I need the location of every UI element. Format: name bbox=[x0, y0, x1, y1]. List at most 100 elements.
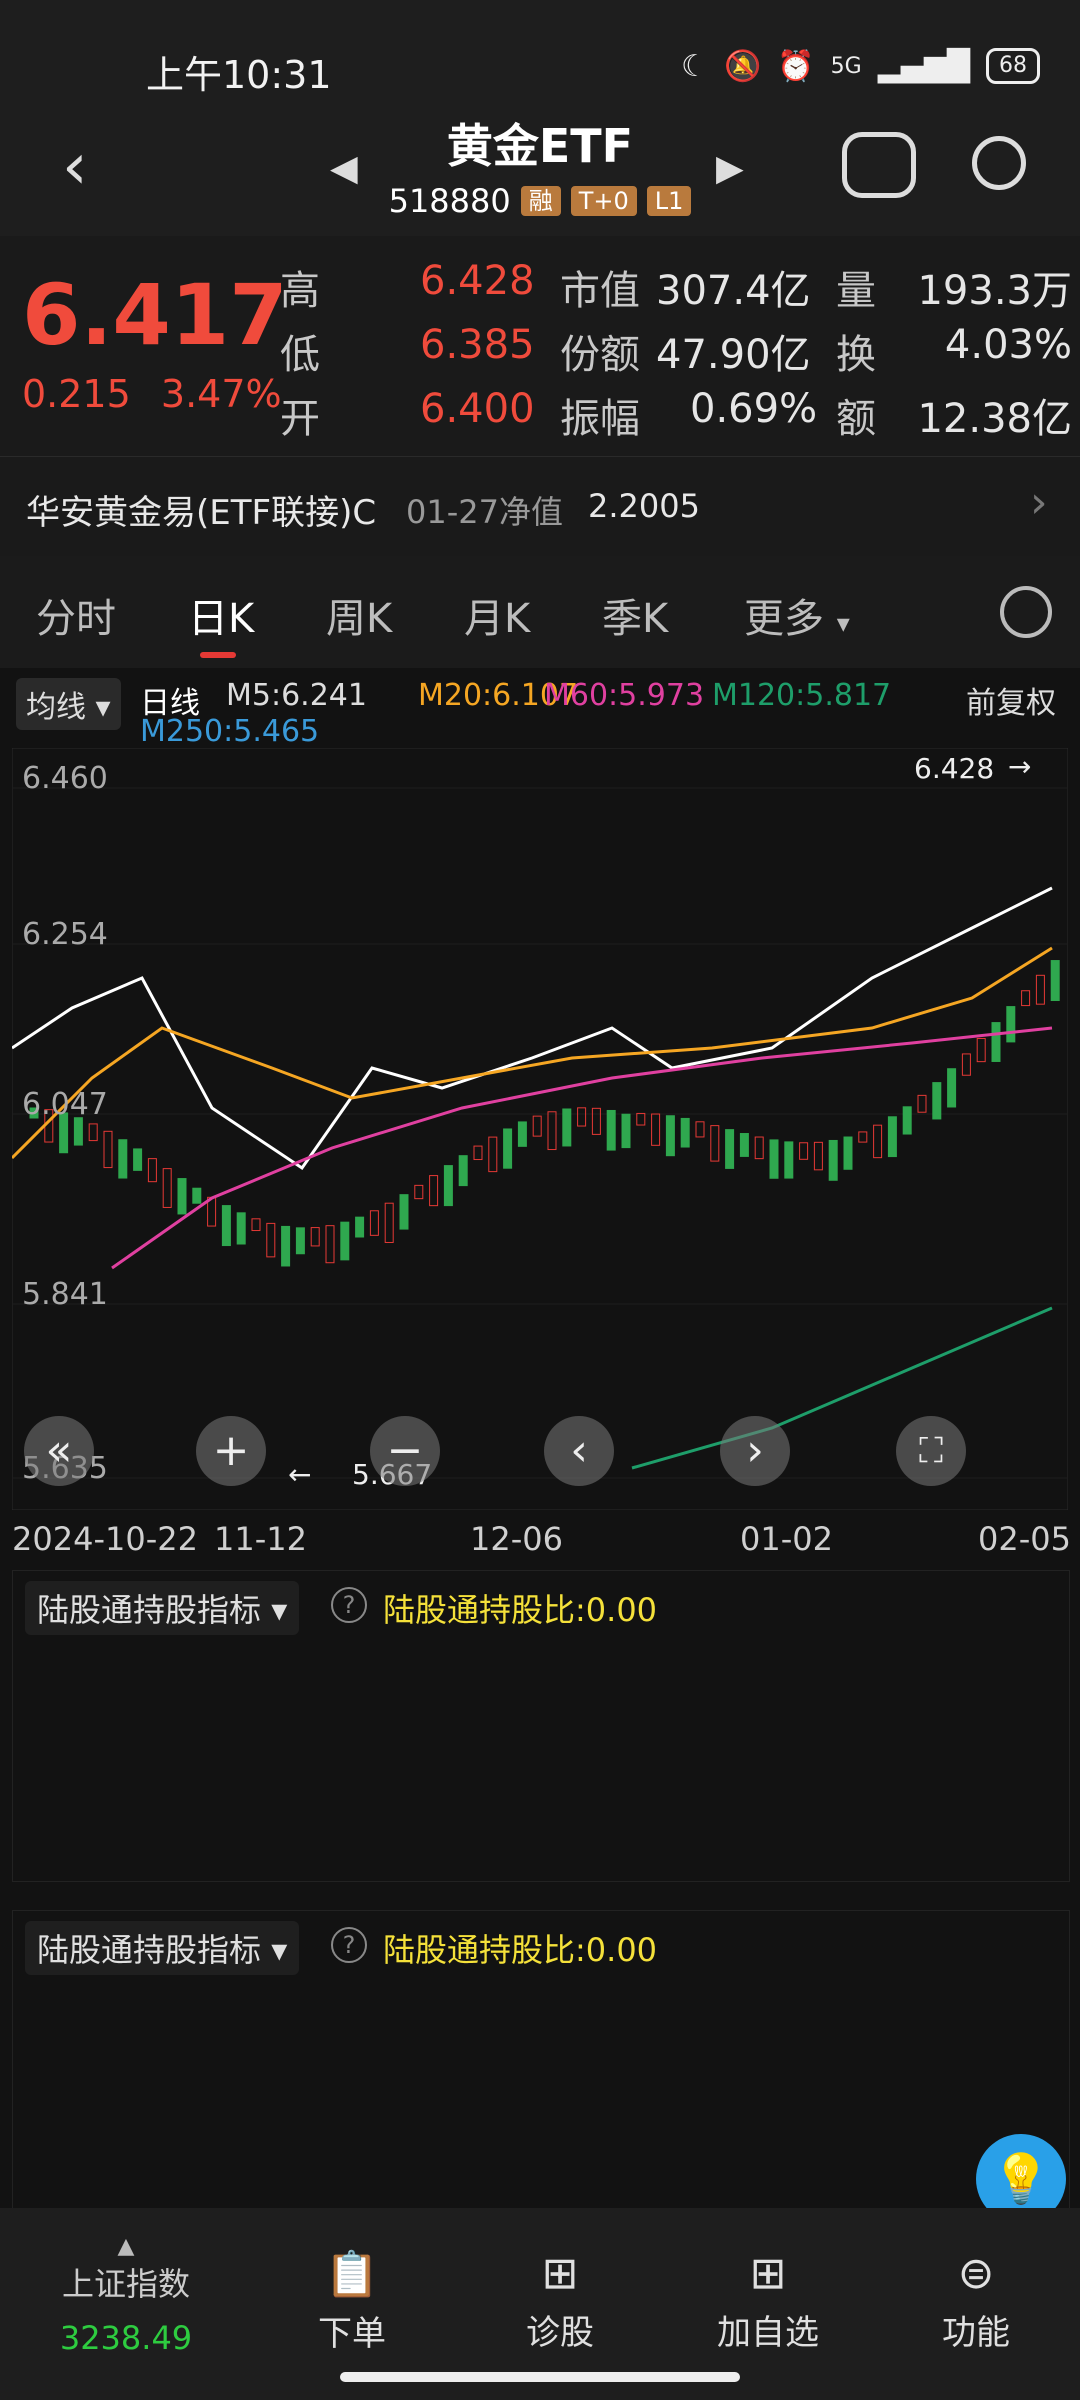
current-price: 6.417 bbox=[22, 266, 288, 364]
zoom-in-button[interactable]: + bbox=[196, 1416, 266, 1486]
tab-weekly-k[interactable]: 周K bbox=[326, 596, 393, 642]
candle bbox=[828, 1139, 838, 1181]
y-tick-label: 6.254 bbox=[22, 917, 108, 952]
stat-value: 307.4亿 bbox=[656, 268, 811, 314]
candle bbox=[118, 1139, 128, 1179]
tab-quarterly-k[interactable]: 季K bbox=[602, 596, 669, 642]
stock-code: 518880 bbox=[388, 182, 511, 220]
candle bbox=[547, 1111, 557, 1151]
stat-label: 换 bbox=[836, 332, 876, 378]
stat-label: 高 bbox=[280, 268, 320, 314]
add-icon: ⊞ bbox=[749, 2248, 787, 2299]
x-tick-label: 2024-10-22 bbox=[12, 1520, 198, 1558]
candle bbox=[932, 1082, 942, 1120]
candle bbox=[473, 1145, 483, 1161]
candle bbox=[562, 1108, 572, 1147]
quote-panel: 6.417 0.215 3.47% 高 6.428 低 6.385 开 6.40… bbox=[0, 236, 1080, 456]
indicator-title: 陆股通持股指标 bbox=[37, 1931, 262, 1969]
candle bbox=[147, 1158, 157, 1183]
candle bbox=[177, 1178, 187, 1215]
candle bbox=[236, 1212, 246, 1245]
candle bbox=[961, 1053, 971, 1076]
adjust-label[interactable]: 前复权 bbox=[966, 686, 1056, 721]
help-icon[interactable]: ? bbox=[331, 1587, 367, 1623]
zoom-out-button[interactable]: − bbox=[370, 1416, 440, 1486]
home-indicator[interactable] bbox=[340, 2372, 740, 2382]
candle bbox=[221, 1205, 231, 1247]
nav-label: 下单 bbox=[318, 2314, 386, 2354]
candle bbox=[399, 1194, 409, 1230]
scroll-right-button[interactable]: › bbox=[720, 1416, 790, 1486]
scroll-left-button[interactable]: ‹ bbox=[544, 1416, 614, 1486]
tab-monthly-k[interactable]: 月K bbox=[464, 596, 531, 642]
candle bbox=[1006, 1006, 1016, 1043]
candle bbox=[281, 1225, 291, 1267]
indicator-value: 陆股通持股比:0.00 bbox=[383, 1931, 658, 1969]
stat-label: 量 bbox=[836, 268, 876, 314]
y-tick-label: 5.841 bbox=[22, 1277, 108, 1312]
fund-link-row[interactable]: 华安黄金易(ETF联接)C 01-27净值 2.2005 › bbox=[0, 456, 1080, 557]
tab-more[interactable]: 更多 ▾ bbox=[744, 586, 850, 644]
x-tick-label: 11-12 bbox=[214, 1520, 307, 1558]
help-icon[interactable]: ? bbox=[331, 1927, 367, 1963]
rewind-button[interactable]: « bbox=[24, 1416, 94, 1486]
prev-stock-button[interactable]: ◀ bbox=[330, 148, 358, 189]
candle bbox=[784, 1141, 794, 1179]
next-stock-button[interactable]: ▶ bbox=[716, 148, 744, 189]
stat-value: 193.3万 bbox=[917, 268, 1072, 314]
network-label: 5G bbox=[830, 53, 862, 79]
x-tick-label: 12-06 bbox=[470, 1520, 563, 1558]
change-percent: 3.47% bbox=[160, 372, 282, 416]
fund-nav: 2.2005 bbox=[588, 487, 700, 525]
ma-kind: 日线 bbox=[140, 686, 200, 721]
nav-label: 功能 bbox=[942, 2313, 1010, 2353]
stat-label: 振幅 bbox=[560, 396, 640, 442]
candle bbox=[695, 1121, 705, 1138]
indicator-selector[interactable]: 陆股通持股指标 ▾ bbox=[25, 1921, 300, 1975]
index-value: 3238.49 bbox=[59, 2319, 193, 2357]
candle bbox=[369, 1210, 379, 1236]
candle bbox=[754, 1136, 764, 1160]
candle bbox=[665, 1115, 675, 1157]
stat-value: 6.428 bbox=[420, 258, 535, 304]
change-value: 0.215 bbox=[22, 372, 131, 416]
nav-add-watchlist[interactable]: ⊞ 加自选 bbox=[708, 2248, 828, 2354]
ma-selector[interactable]: 均线 ▾ bbox=[16, 678, 121, 730]
candle bbox=[295, 1227, 305, 1255]
tab-daily-k[interactable]: 日K bbox=[188, 596, 255, 642]
candle bbox=[843, 1136, 853, 1170]
ma-line bbox=[111, 1026, 1053, 1270]
settings-icon[interactable] bbox=[1000, 586, 1052, 638]
index-ticker[interactable]: ▲ 上证指数 3238.49 bbox=[46, 2234, 206, 2357]
tab-minute[interactable]: 分时 bbox=[36, 596, 116, 642]
period-tabs: 分时 日K 周K 月K 季K 更多 ▾ bbox=[0, 556, 1080, 668]
nav-order[interactable]: 📋 下单 bbox=[292, 2248, 412, 2355]
candle bbox=[887, 1116, 897, 1158]
nav-diagnose[interactable]: ⊞ 诊股 bbox=[500, 2248, 620, 2354]
stat-label: 低 bbox=[280, 332, 320, 378]
fullscreen-button[interactable]: ⛶ bbox=[896, 1416, 966, 1486]
order-icon: 📋 bbox=[324, 2249, 380, 2300]
candle bbox=[813, 1141, 823, 1171]
candle bbox=[917, 1094, 927, 1113]
candle bbox=[739, 1133, 749, 1157]
candle bbox=[458, 1155, 468, 1187]
candle bbox=[1035, 974, 1045, 1005]
nav-functions[interactable]: ⊜ 功能 bbox=[916, 2248, 1036, 2354]
candle bbox=[59, 1112, 69, 1154]
indicator-selector[interactable]: 陆股通持股指标 ▾ bbox=[25, 1581, 300, 1635]
candle bbox=[621, 1113, 631, 1149]
robot-icon[interactable] bbox=[842, 132, 916, 198]
index-name: 上证指数 bbox=[61, 2265, 190, 2303]
caret-up-icon: ▲ bbox=[117, 2234, 135, 2259]
candle bbox=[355, 1216, 365, 1238]
kline-chart[interactable]: 6.460 6.254 6.047 5.841 5.635 6.428 → ← … bbox=[10, 747, 1069, 1548]
candle bbox=[991, 1022, 1001, 1062]
price-change: 0.215 3.47% bbox=[22, 372, 282, 416]
candle bbox=[725, 1129, 735, 1169]
active-tab-indicator bbox=[200, 652, 236, 658]
ma250-label: M250:5.465 bbox=[140, 714, 320, 749]
high-label: 6.428 bbox=[914, 752, 994, 785]
search-icon[interactable] bbox=[972, 136, 1026, 190]
back-button[interactable]: ‹ bbox=[62, 130, 88, 204]
